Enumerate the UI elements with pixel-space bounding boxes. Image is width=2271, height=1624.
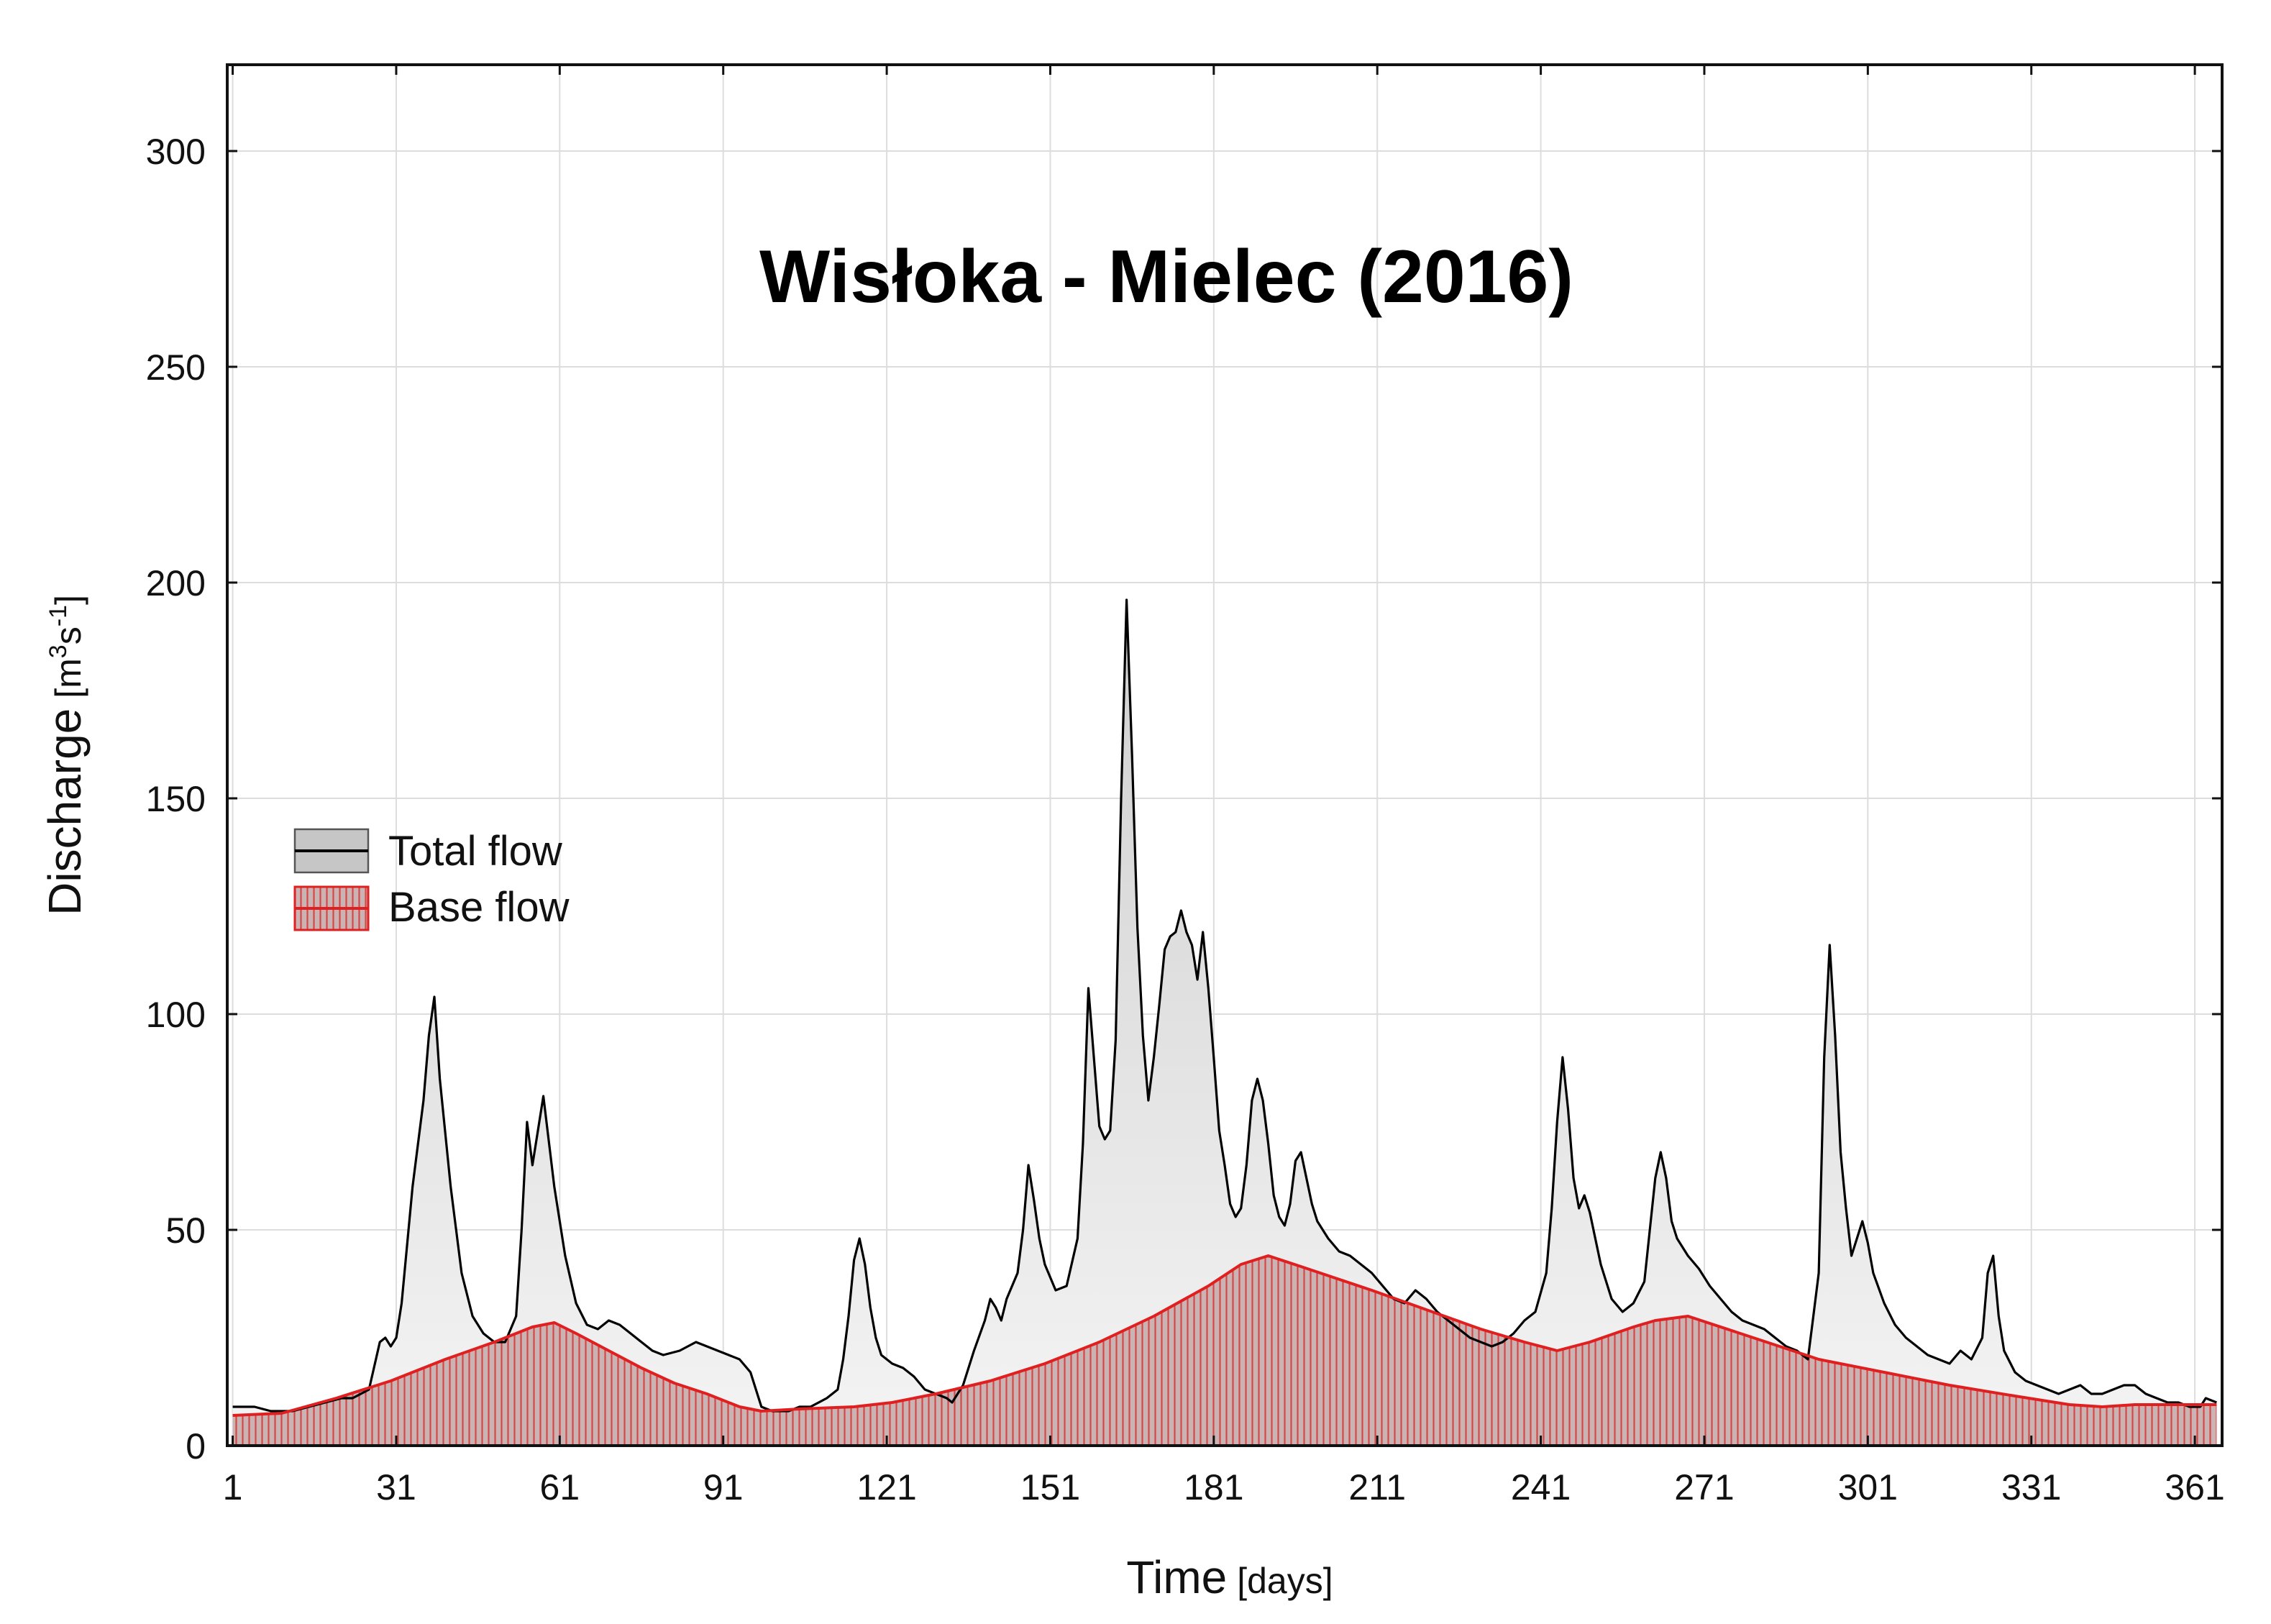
x-tick-label: 1 <box>223 1467 243 1507</box>
y-axis-unit-open: [m <box>48 658 88 698</box>
x-tick-label: 331 <box>2001 1467 2061 1507</box>
y-tick-label: 100 <box>146 995 206 1035</box>
y-axis-title: Discharge [m3s-1] <box>39 595 91 916</box>
x-tick-label: 361 <box>2165 1467 2224 1507</box>
x-tick-label: 211 <box>1348 1467 1406 1507</box>
x-axis-title: Time [days] <box>1126 1551 1333 1603</box>
y-axis-unit-sup2: -1 <box>45 605 72 626</box>
base-flow-line <box>232 1254 2217 1417</box>
x-tick-label: 181 <box>1184 1467 1243 1507</box>
x-axis-label: Time <box>1126 1551 1227 1603</box>
base-flow-area <box>232 1256 2217 1446</box>
x-tick-label: 31 <box>376 1467 416 1507</box>
y-tick-label: 300 <box>146 132 206 172</box>
y-axis-unit-sup1: 3 <box>45 644 72 658</box>
y-tick-label: 0 <box>186 1426 206 1466</box>
plot-frame <box>226 63 2224 1447</box>
y-tick-label: 50 <box>165 1210 206 1251</box>
total-flow-line <box>232 598 2217 1413</box>
y-axis-label: Discharge <box>39 708 91 916</box>
x-tick-label: 61 <box>540 1467 580 1507</box>
legend: Total flow Base flow <box>293 828 570 931</box>
x-tick-labels: 1 31 61 91 121 151 181 211 241 271 301 331 361 <box>223 1467 2225 1507</box>
x-tick-label: 151 <box>1020 1467 1080 1507</box>
y-axis-unit-mid: s <box>48 626 88 644</box>
y-tick-label: 150 <box>146 779 206 819</box>
x-tick-label: 121 <box>856 1467 916 1507</box>
x-tick-label: 91 <box>703 1467 744 1507</box>
y-tick-label: 200 <box>146 563 206 603</box>
y-tick-labels: 0 50 100 150 200 250 300 <box>146 132 206 1466</box>
x-tick-label: 301 <box>1838 1467 1898 1507</box>
legend-label-total: Total flow <box>388 828 563 875</box>
y-tick-label: 250 <box>146 347 206 388</box>
y-axis-unit-close: ] <box>48 595 88 605</box>
axis-ticks <box>227 65 2222 1447</box>
chart-title: Wisłoka - Mielec (2016) <box>759 235 1573 319</box>
x-axis-unit: [days] <box>1237 1561 1333 1601</box>
legend-label-base: Base flow <box>388 884 570 931</box>
x-tick-label: 241 <box>1511 1467 1571 1507</box>
x-tick-label: 271 <box>1674 1467 1734 1507</box>
